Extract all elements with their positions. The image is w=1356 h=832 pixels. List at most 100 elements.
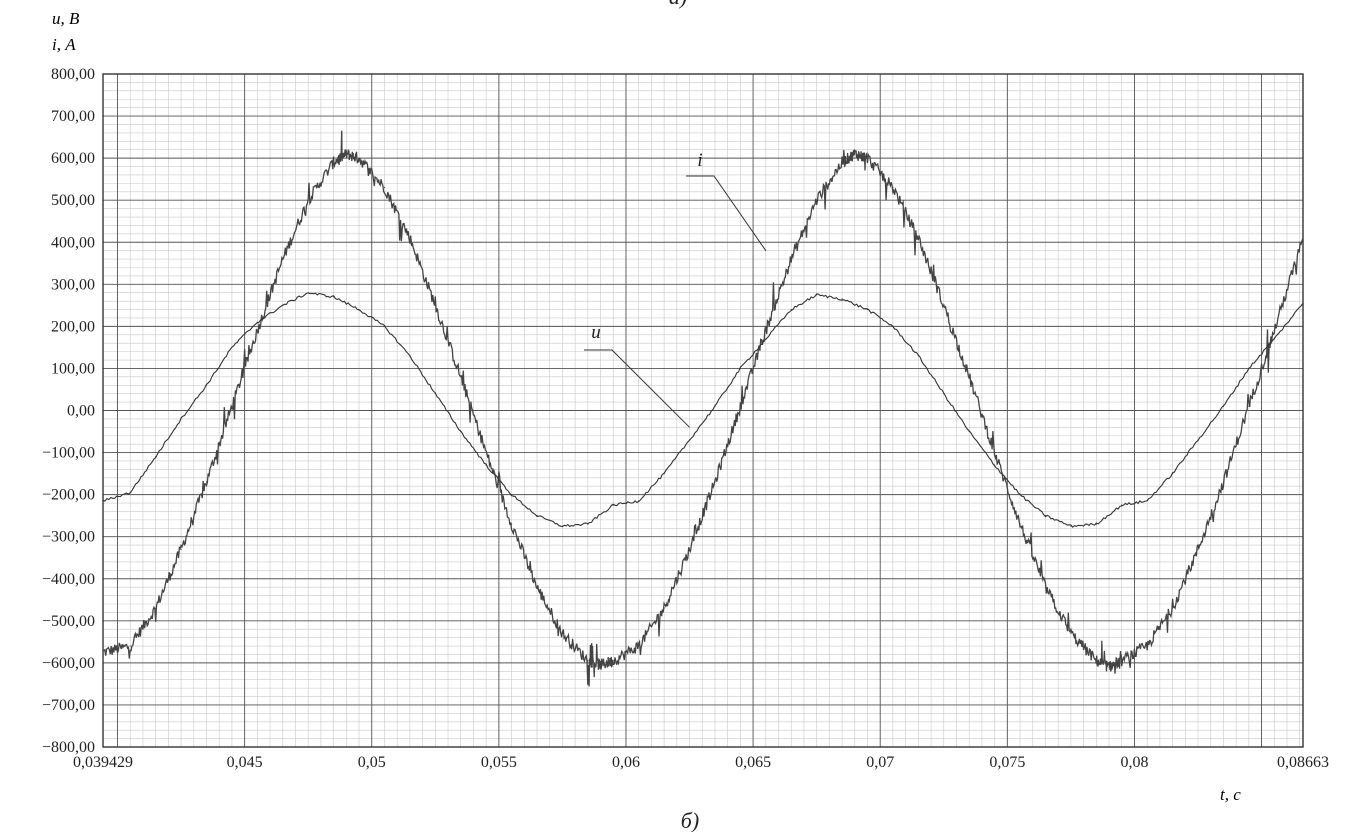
series-u-point [102,500,104,502]
y-axis-label-voltage: u, В [52,9,80,28]
x-tick-label: 0,08663 [1277,754,1329,771]
series-i-point [917,237,919,239]
series-i-point [129,645,131,647]
x-tick-label: 0,075 [989,754,1025,771]
series-u-point [892,325,894,327]
series-u-point [866,308,869,311]
series-u-point [1070,525,1072,527]
y-tick-label: 600,00 [51,150,95,167]
y-tick-label: −700,00 [42,697,95,714]
x-tick-label: 0,05 [358,754,386,771]
y-tick-label: 500,00 [51,192,95,209]
series-u-point [663,472,665,475]
series-u-point [536,515,538,517]
series-i-point [816,199,818,201]
x-tick-label: 0,055 [481,754,517,771]
series-i-point [892,186,894,189]
series-u-point [739,367,741,370]
series-i-point [1121,660,1123,662]
u-series-label: u [591,322,601,343]
series-u-point [155,456,157,458]
series-u-point [638,500,640,502]
x-tick-labels: 0,039429 0,045 0,05 0,055 0,06 0,065 0,07 0,075… [73,754,1329,771]
series-layer [102,130,1304,687]
series-i-point [866,157,869,159]
series-i-point [714,481,716,483]
series-i-point [155,607,157,609]
series-i-point [333,161,335,163]
i-leader-line [686,175,767,251]
series-i-point [180,548,182,550]
series-u-point [841,298,843,300]
series-i-point [409,237,411,239]
series-i-point [1222,481,1225,483]
series-i-point [599,664,602,666]
bottom-caption: б) [681,808,699,832]
series-i-point [307,199,309,201]
series-u-point [383,325,386,327]
series-u-point [434,393,436,395]
series-i-line [102,130,1304,687]
y-tick-label: −300,00 [42,529,95,546]
u-leader-line [584,349,690,428]
series-i-point [102,651,104,653]
series-i-point [968,376,970,378]
y-tick-label: 0,00 [67,403,95,420]
series-u-point [943,393,945,395]
series-u-point [231,346,233,349]
series-u-point [333,296,335,298]
series-i-point [1019,523,1021,525]
series-i-point [536,586,538,588]
series-i-point [739,405,741,407]
y-tick-label: 200,00 [51,318,95,335]
series-u-point [765,338,767,340]
y-tick-label: 800,00 [51,66,95,83]
x-tick-label: 0,045 [227,754,263,771]
y-axis-label-current: i, А [52,35,76,54]
series-u-point [612,504,614,506]
series-u-point [688,439,691,441]
series-i-point [638,645,640,647]
series-i-point [1146,645,1148,647]
series-u-point [816,294,818,296]
series-i-point [1044,586,1047,588]
series-i-point [231,405,233,407]
plot-frame [102,73,1304,748]
series-i-point [1070,632,1072,635]
series-u-line [102,292,1304,528]
top-caption: а) [669,0,687,9]
y-tick-label: −400,00 [42,571,95,588]
x-tick-label: 0,08 [1120,754,1148,771]
y-tick-label: −600,00 [42,655,95,672]
i-series-label: i [697,150,702,171]
series-u-point [994,464,996,466]
y-tick-label: 300,00 [51,276,95,293]
series-u-point [1222,405,1225,407]
series-i-point [854,153,856,155]
x-tick-label: 0,07 [866,754,894,771]
series-u-point [1171,472,1174,475]
series-u-point [1044,515,1047,517]
series-i-point [994,451,996,454]
series-u-point [358,308,360,311]
y-tick-label: 100,00 [51,360,95,377]
series-u-point [561,525,564,527]
series-i-point [841,161,843,163]
series-i-point [1302,237,1304,239]
series-i-point [460,376,462,378]
series-i-point [358,157,360,159]
series-i-point [383,186,386,189]
y-tick-label: 400,00 [51,234,95,251]
series-i-point [612,660,614,662]
y-tick-label: −100,00 [42,445,95,462]
series-i-point [587,660,589,662]
y-tick-label: 700,00 [51,108,95,125]
series-u-point [1146,500,1148,502]
series-u-point [485,464,487,466]
series-i-point [256,329,258,332]
series-u-point [587,523,589,525]
annotation-layer: iu [584,150,767,428]
series-u-point [968,430,970,433]
series-i-point [345,153,347,155]
